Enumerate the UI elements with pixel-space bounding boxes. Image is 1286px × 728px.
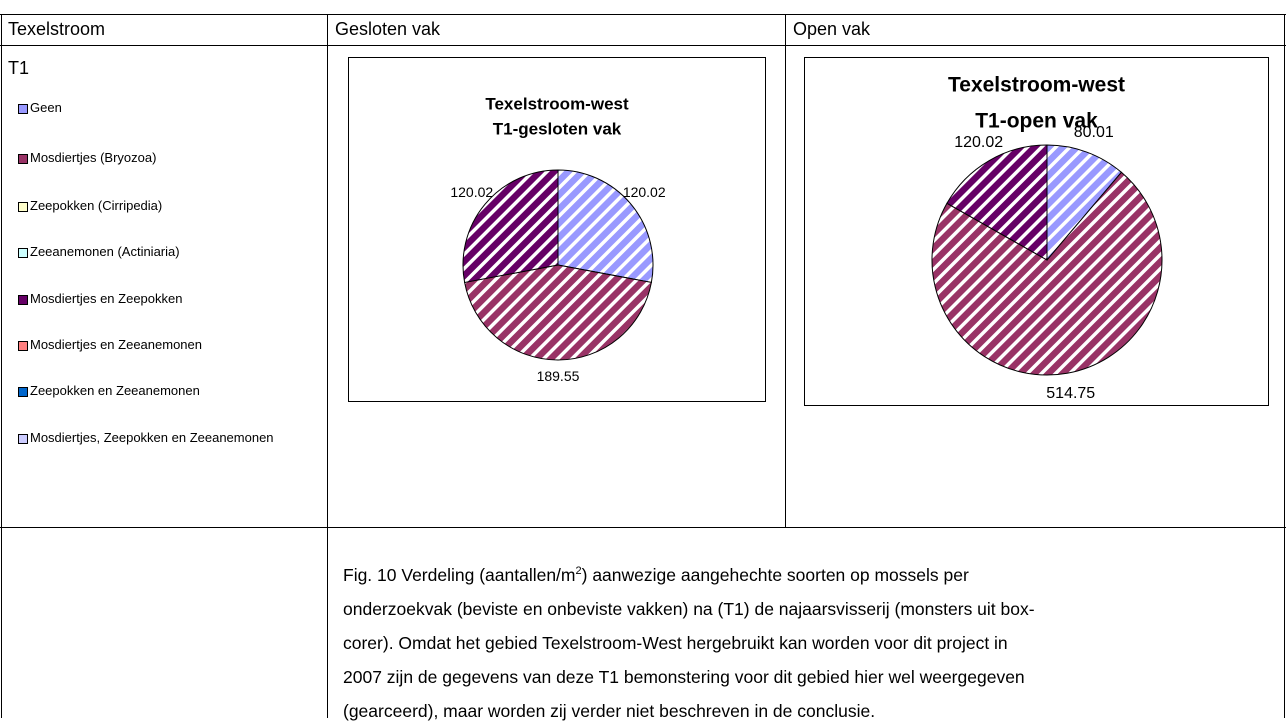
data-label: 120.02 — [450, 184, 493, 200]
pie-slice — [462, 169, 559, 284]
legend-item: Zeepokken en Zeeanemonen — [18, 383, 308, 399]
rule — [1284, 14, 1285, 718]
legend-item: Zeepokken (Cirripedia) — [18, 198, 308, 214]
data-label: 514.75 — [1046, 385, 1095, 402]
legend-swatch — [18, 202, 28, 212]
data-label: 80.01 — [1074, 124, 1114, 141]
header-cell: Open vak — [793, 19, 871, 39]
legend-label: Mosdiertjes, Zeepokken en Zeeanemonen — [30, 430, 274, 445]
legend-item: Mosdiertjes (Bryozoa) — [18, 150, 308, 166]
legend-item: Geen — [18, 100, 308, 116]
chart-title: Texelstroom-west — [948, 74, 1125, 97]
legend-swatch — [18, 248, 28, 258]
data-label: 120.02 — [623, 184, 666, 200]
rule — [327, 14, 328, 718]
data-label: 189.55 — [537, 368, 580, 384]
legend-label: Zeepokken en Zeeanemonen — [30, 383, 200, 398]
caption-text: (gearceerd), maar worden zij verder niet… — [343, 701, 876, 721]
caption-text: corer). Omdat het gebied Texelstroom-Wes… — [343, 633, 1008, 653]
rule — [785, 14, 786, 527]
legend-item: Mosdiertjes en Zeepokken — [18, 291, 308, 307]
legend-label: Geen — [30, 100, 62, 115]
legend-swatch — [18, 434, 28, 444]
chart: Texelstroom-west T1-gesloten vak 120.02 189… — [348, 57, 766, 402]
legend-swatch — [18, 341, 28, 351]
rule — [1, 14, 2, 718]
legend-swatch — [18, 387, 28, 397]
pie-slice — [1046, 144, 1123, 262]
legend-item: Zeeanemonen (Actiniaria) — [18, 244, 308, 260]
header-cell: Texelstroom — [8, 19, 106, 39]
rule — [0, 45, 1286, 46]
row-label: T1 — [8, 58, 30, 78]
pie-slice — [931, 171, 1163, 376]
caption-text: 2007 zijn de gegevens van deze T1 bemons… — [343, 667, 1025, 687]
legend-label: Zeeanemonen (Actiniaria) — [30, 244, 180, 259]
legend-swatch — [18, 154, 28, 164]
chart-title: T1-gesloten vak — [493, 119, 622, 138]
data-label: 120.02 — [954, 134, 1003, 151]
caption-text: ) aanwezige aangehechte soorten op mosse… — [581, 565, 969, 585]
caption-text: Fig. 10 Verdeling (aantallen/m — [343, 565, 576, 585]
rule — [0, 527, 1286, 528]
legend-swatch — [18, 104, 28, 114]
caption: Fig. 10 Verdeling (aantallen/m2) aanwezi… — [343, 558, 1035, 728]
caption-text: onderzoekvak (beviste en onbeviste vakke… — [343, 599, 1035, 619]
header-cell: Gesloten vak — [335, 19, 441, 39]
pie-slice — [464, 264, 652, 361]
legend-item: Mosdiertjes, Zeepokken en Zeeanemonen — [18, 430, 308, 446]
legend-label: Mosdiertjes en Zeepokken — [30, 291, 183, 306]
legend-label: Zeepokken (Cirripedia) — [30, 198, 163, 213]
pie-slice — [557, 169, 654, 284]
legend-swatch — [18, 295, 28, 305]
legend-item: Mosdiertjes en Zeeanemonen — [18, 337, 308, 353]
pie-slice — [946, 144, 1048, 261]
legend-label: Mosdiertjes (Bryozoa) — [30, 150, 157, 165]
legend-label: Mosdiertjes en Zeeanemonen — [30, 337, 202, 352]
rule — [0, 14, 1286, 15]
chart-title: T1-open vak — [975, 110, 1098, 133]
chart-title: Texelstroom-west — [485, 94, 629, 113]
superscript: 2 — [575, 565, 582, 578]
